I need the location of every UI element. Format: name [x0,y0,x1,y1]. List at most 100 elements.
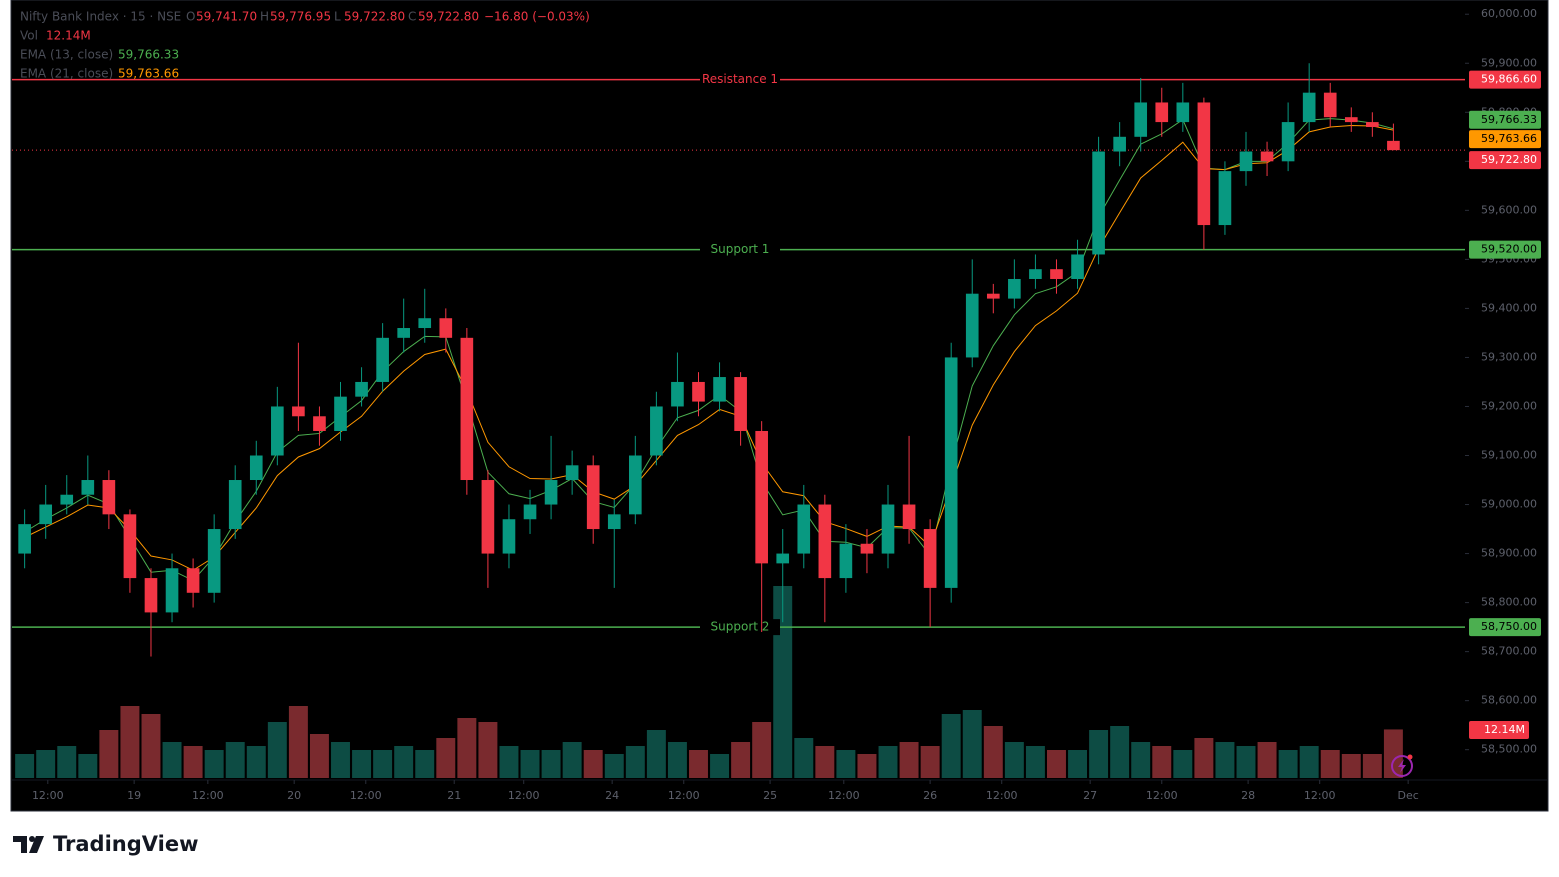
volume-bar [225,742,245,778]
volume-bar [520,750,540,778]
candle-body [1155,102,1169,123]
ema-price: 59,763.66 [1481,132,1537,145]
candle-body [755,430,768,564]
volume-bar [15,754,35,778]
x-tick-label: 12:00 [668,789,700,802]
candle-body [650,406,663,456]
x-tick-label: 12:00 [1146,789,1178,802]
volume-bar [583,750,603,778]
candle-body [144,578,158,613]
candle-body [860,543,874,554]
volume-bar [562,742,582,778]
volume-bar [99,730,119,778]
candle-body [1092,151,1105,255]
volume-bar [1383,729,1403,778]
y-tick-label: 59,400.00 [1481,301,1537,314]
volume-bar [478,722,498,778]
candle-body [797,504,811,554]
candle-body [165,568,179,613]
candle-body [986,293,1000,299]
x-tick-label: 24 [605,789,619,802]
ema-price-box [1469,130,1541,149]
candle-body [376,337,389,382]
x-tick-label: 12:00 [508,789,540,802]
y-tick-label: 59,100.00 [1481,449,1537,462]
volume-bar [415,750,435,778]
volume-bar [794,738,814,778]
x-tick-label: 21 [447,789,461,802]
candle-body [228,480,242,530]
volume-bar [1131,742,1151,778]
volume-bar [394,746,414,778]
candle-body [502,519,516,554]
volume-bar [1215,742,1235,778]
level-price: 59,866.60 [1481,73,1537,86]
volume-bar [1068,750,1088,778]
grid [1465,13,1469,751]
x-tick-label: 12:00 [828,789,860,802]
candle-body [839,543,853,579]
ohlc-value: 59,722.80 [418,10,479,24]
brand-name: TradingView [53,832,198,856]
ohlc-value: 59,776.95 [270,10,331,24]
candle-body [102,480,116,515]
candle-body [249,455,263,481]
candle-body [123,514,137,579]
level-price: 59,520.00 [1481,243,1537,256]
ema-key: EMA (21, close) [20,67,113,81]
candle-body [271,406,284,456]
level-price-box [1469,70,1541,89]
candle-body [776,553,790,564]
volume-bar [436,738,456,778]
candle-body [713,377,726,402]
level-label-bg [700,241,780,258]
x-tick-label: 12:00 [192,789,224,802]
last-price-box [1469,151,1541,170]
y-tick-label: 59,200.00 [1481,399,1537,412]
volume-bar [920,746,940,778]
price-labels: 59,866.60 59,520.00 58,750.00 59,766.33 59,7… [1469,70,1541,739]
volume-bar [499,746,519,778]
candle-body [586,465,600,530]
candles [18,63,1400,657]
x-tick-label: 12:00 [32,789,64,802]
replay-icon[interactable] [1391,754,1413,777]
candle-body [607,514,621,530]
ema-value: 59,766.33 [118,48,179,62]
volume-bar [1046,750,1066,778]
legend: Nifty Bank Index · 15 · NSE O 59,741.70 … [20,10,590,81]
candle-body [397,328,410,338]
y-tick-label: 58,700.00 [1481,645,1537,658]
candle-body [39,504,53,525]
candle-body [1323,92,1337,118]
candle-body [418,318,432,329]
ohlc-value: 59,722.80 [344,10,405,24]
candle-body [1113,136,1126,152]
candle-body [881,504,895,554]
candle-body [1029,269,1042,279]
volume-bar [120,706,140,778]
candle-body [628,455,642,515]
volume-bar [1110,726,1130,778]
volume-bar [1278,750,1298,778]
volume-bar [541,750,561,778]
volume-bar [857,754,877,778]
volume-bar [141,714,161,778]
level-label: Support 2 [711,620,770,634]
candle-body [1239,151,1253,172]
y-tick-label: 60,000.00 [1481,7,1537,20]
candle-body [523,504,537,520]
x-tick-label: 26 [923,789,937,802]
candle-body [923,529,937,588]
volume-bar [204,750,224,778]
volume-bar [1299,746,1319,778]
candle-body [1218,171,1232,226]
x-tick-label: 20 [287,789,301,802]
x-tick-label: 12:00 [986,789,1018,802]
volume-bar [183,746,203,778]
candle-body [944,357,958,588]
candle-body [60,494,74,505]
candle-body [334,396,347,431]
symbol-title: Nifty Bank Index · 15 · NSE [20,10,181,24]
levels: Resistance 1 Support 1 Support 2 [12,71,1465,636]
